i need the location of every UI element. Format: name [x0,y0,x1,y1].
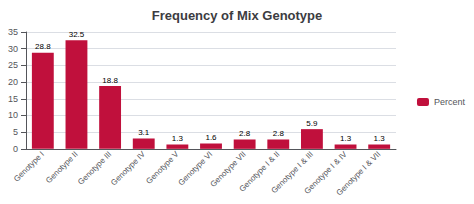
svg-text:5: 5 [13,127,18,137]
svg-text:3.1: 3.1 [138,128,150,137]
svg-text:Genotype I & IV: Genotype I & IV [302,149,349,196]
svg-text:0: 0 [13,144,18,154]
svg-text:1.6: 1.6 [205,133,217,142]
svg-text:20: 20 [8,77,18,87]
svg-text:Genotype I & III: Genotype I & III [269,149,316,196]
svg-text:Frequency of Mix Genotype: Frequency of Mix Genotype [152,8,322,23]
svg-text:32.5: 32.5 [69,30,85,39]
svg-text:10: 10 [8,110,18,120]
svg-text:2.8: 2.8 [273,129,285,138]
svg-text:Percent: Percent [434,97,466,107]
svg-text:15: 15 [8,94,18,104]
svg-text:35: 35 [8,27,18,37]
svg-text:Genotype IV: Genotype IV [109,149,147,187]
svg-text:Genotype II: Genotype II [44,150,80,186]
svg-text:Genotype III: Genotype III [76,150,113,187]
svg-text:Genotype VII: Genotype VII [208,149,248,189]
svg-text:30: 30 [8,44,18,54]
svg-text:1.3: 1.3 [340,134,352,143]
svg-text:Genotype I & II: Genotype I & II [237,149,282,194]
svg-text:2.8: 2.8 [239,129,251,138]
svg-text:18.8: 18.8 [102,76,118,85]
svg-text:Genotype VI: Genotype VI [176,149,215,188]
svg-text:28.8: 28.8 [35,42,51,51]
svg-text:Genotype V: Genotype V [144,149,181,186]
svg-text:Genotype I & VII: Genotype I & VII [335,150,383,198]
svg-text:Genotype I: Genotype I [12,150,46,184]
svg-text:1.3: 1.3 [374,134,386,143]
svg-text:1.3: 1.3 [172,134,184,143]
svg-text:5.9: 5.9 [306,119,318,128]
svg-text:25: 25 [8,60,18,70]
